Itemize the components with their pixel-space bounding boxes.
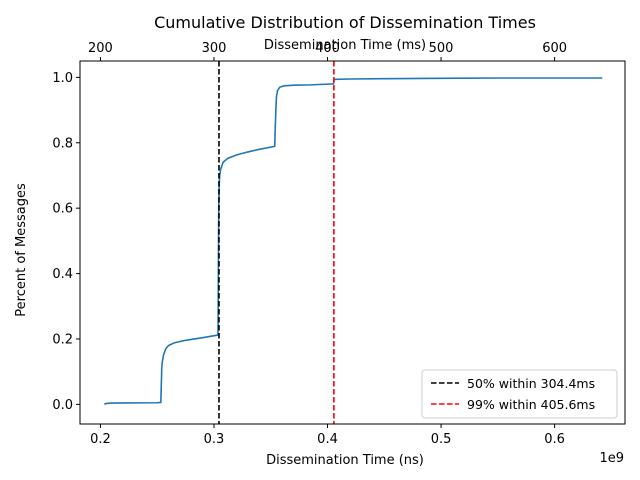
legend-label-50-percent: 50% within 304.4ms — [467, 376, 595, 391]
x-tick-label: 0.5 — [431, 432, 452, 447]
x-axis-offset-label: 1e9 — [599, 451, 624, 466]
y-tick-label: 1.0 — [52, 71, 73, 86]
axes-frame — [79, 60, 626, 425]
tick-group: 0.2 0.3 0.4 0.5 0.6 200 300 400 500 600 0.0 0.2 0.4 0… — [52, 41, 567, 447]
y-axis-label: Percent of Messages — [14, 183, 29, 317]
legend-box — [421, 369, 618, 419]
x-tick-label: 0.3 — [204, 432, 225, 447]
top-x-tick-label: 400 — [315, 41, 340, 56]
plot-area — [104, 61, 603, 424]
top-x-tick-label: 300 — [202, 41, 227, 56]
x-tick-label: 0.4 — [317, 432, 338, 447]
x-axis-label: Dissemination Time (ns) — [266, 453, 424, 468]
y-tick-label: 0.2 — [52, 332, 73, 347]
legend-label-99-percent: 99% within 405.6ms — [467, 397, 595, 412]
cdf-series-line — [104, 77, 603, 406]
top-x-tick-label: 200 — [88, 41, 113, 56]
y-tick-label: 0.0 — [52, 398, 73, 413]
x-tick-label: 0.6 — [544, 432, 565, 447]
top-x-tick-label: 600 — [542, 41, 567, 56]
chart-title: Cumulative Distribution of Dissemination… — [154, 13, 536, 32]
y-tick-label: 0.8 — [52, 136, 73, 151]
y-tick-label: 0.6 — [52, 202, 73, 217]
threshold-lines — [218, 61, 335, 424]
legend: 50% within 304.4ms 99% within 405.6ms — [421, 369, 618, 419]
y-tick-label: 0.4 — [52, 267, 73, 282]
x-tick-label: 0.2 — [90, 432, 111, 447]
top-x-tick-label: 500 — [429, 41, 454, 56]
top-x-axis-label: Dissemination Time (ms) — [264, 38, 426, 53]
